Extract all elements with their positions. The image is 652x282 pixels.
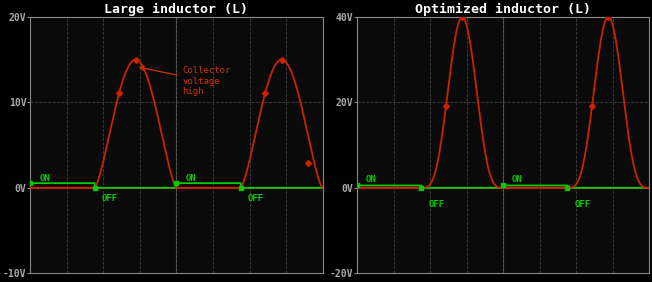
- Text: ON: ON: [185, 174, 196, 183]
- Title: Optimized inductor (L): Optimized inductor (L): [415, 3, 591, 16]
- Text: OFF: OFF: [575, 201, 591, 210]
- Text: OFF: OFF: [102, 193, 118, 202]
- Text: OFF: OFF: [429, 201, 445, 210]
- Text: ON: ON: [512, 175, 523, 184]
- Text: Collector
voltage
high: Collector voltage high: [140, 66, 231, 96]
- Title: Large inductor (L): Large inductor (L): [104, 3, 248, 16]
- Text: ON: ON: [39, 174, 50, 183]
- Text: ON: ON: [366, 175, 377, 184]
- Text: OFF: OFF: [248, 193, 264, 202]
